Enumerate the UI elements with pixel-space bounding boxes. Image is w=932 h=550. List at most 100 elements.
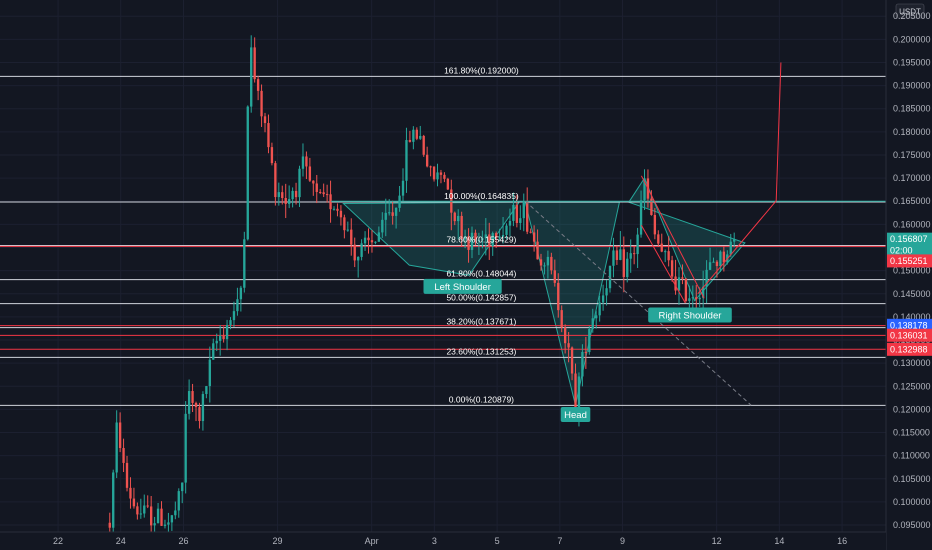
candle-body [239, 287, 243, 300]
candle-body [422, 135, 425, 155]
candle-body [419, 135, 422, 139]
candle-body [657, 234, 660, 244]
candle-body [650, 198, 653, 215]
candle-body [229, 320, 232, 326]
candle-body [125, 462, 129, 488]
candle-body [684, 278, 688, 301]
candle-body [681, 277, 684, 279]
candle-body [153, 523, 156, 526]
candle-body [677, 277, 681, 291]
fib-level-label: 23.60%(0.131253) [446, 346, 516, 356]
pattern-label-text: Left Shoulder [434, 282, 491, 293]
x-tick-label: 26 [178, 536, 188, 546]
fib-level-label: 78.60%(0.155429) [446, 235, 516, 245]
candle-body [294, 190, 298, 198]
fib-level-label: 100.00%(0.164835) [444, 191, 519, 201]
candle-body [356, 256, 360, 261]
candle-body [381, 219, 384, 233]
candle-body [629, 253, 632, 259]
candle-body [205, 386, 208, 395]
candle-body [187, 391, 191, 414]
candle-body [701, 286, 705, 298]
price-tag-box [887, 328, 932, 342]
candle-body [267, 123, 270, 148]
x-axis-tick-labels: 22 24 26 29 Apr 3 5 7 9 12 14 16 [53, 536, 847, 546]
y-tick-label: 0.190000 [893, 81, 931, 91]
candle-body [601, 295, 605, 303]
y-axis-panel [886, 0, 932, 550]
candle-body [439, 172, 443, 175]
candle-body [457, 215, 460, 222]
candle-body [353, 244, 356, 261]
candle-body [308, 166, 312, 181]
candle-body [432, 166, 436, 180]
head-shoulders-shape [628, 177, 746, 302]
candle-body [415, 129, 418, 139]
candle-body [174, 510, 177, 516]
candle-body [460, 215, 463, 240]
candle-body [363, 237, 367, 244]
channel-lower-line [640, 225, 686, 304]
candle-body [715, 261, 719, 267]
breakout-projection [697, 62, 782, 295]
candles [108, 35, 736, 544]
candle-body [494, 233, 498, 239]
price-tag-label: 0.138178 [890, 320, 928, 330]
y-tick-label: 0.145000 [893, 289, 931, 299]
candle-body [405, 140, 408, 181]
pattern-labels: Left Shoulder Head Right Shoulder [423, 278, 732, 422]
pattern-label-box [423, 278, 502, 294]
candle-body [129, 487, 132, 499]
candle-body [446, 178, 450, 190]
candle-body [639, 200, 643, 235]
y-axis-tick-labels: 0.205000 0.200000 0.195000 0.190000 0.185000… [893, 11, 931, 530]
pattern-label-text: Head [564, 410, 587, 421]
y-tick-label: 0.140000 [893, 312, 931, 322]
candle-body [608, 265, 612, 289]
candle-body [215, 340, 218, 344]
candle-body [539, 259, 543, 266]
candle-body [201, 394, 205, 422]
y-tick-label: 0.180000 [893, 127, 931, 137]
candle-body [374, 241, 377, 243]
x-tick-label: 29 [273, 536, 283, 546]
currency-label: USDT [899, 8, 921, 17]
candle-body [322, 192, 325, 195]
candle-body [246, 106, 249, 240]
candle-body [581, 351, 584, 377]
price-tag-box [887, 342, 932, 356]
y-tick-label: 0.195000 [893, 57, 931, 67]
price-tag-label: 02:00 [890, 246, 913, 256]
candle-body [443, 174, 446, 179]
candle-body [584, 351, 588, 353]
candle-body [488, 234, 491, 247]
candle-body [143, 505, 146, 514]
candle-body [401, 180, 405, 196]
candle-body [301, 156, 305, 169]
candle-body [163, 524, 167, 526]
candle-body [346, 229, 349, 231]
candle-body [115, 422, 118, 473]
currency-badge[interactable] [895, 3, 925, 19]
candle-body [391, 212, 394, 216]
candle-body [139, 513, 142, 515]
fibonacci-labels: 161.80%(0.192000) 100.00%(0.164835) 78.60%… [444, 65, 519, 404]
candle-body [536, 241, 539, 260]
fib-level-label: 161.80%(0.192000) [444, 65, 519, 75]
candle-body [553, 270, 556, 283]
candle-body [577, 376, 581, 411]
x-tick-label: 24 [116, 536, 126, 546]
candle-body [384, 212, 387, 220]
candle-body [270, 147, 274, 164]
price-tag-label: 0.132988 [890, 344, 928, 354]
candle-body [118, 422, 122, 449]
candle-body [412, 129, 415, 142]
candle-body [343, 217, 346, 231]
candle-body [505, 225, 508, 235]
candle-body [543, 265, 546, 267]
candle-body [312, 180, 315, 184]
candle-body [198, 407, 201, 422]
x-tick-label: 5 [495, 536, 500, 546]
